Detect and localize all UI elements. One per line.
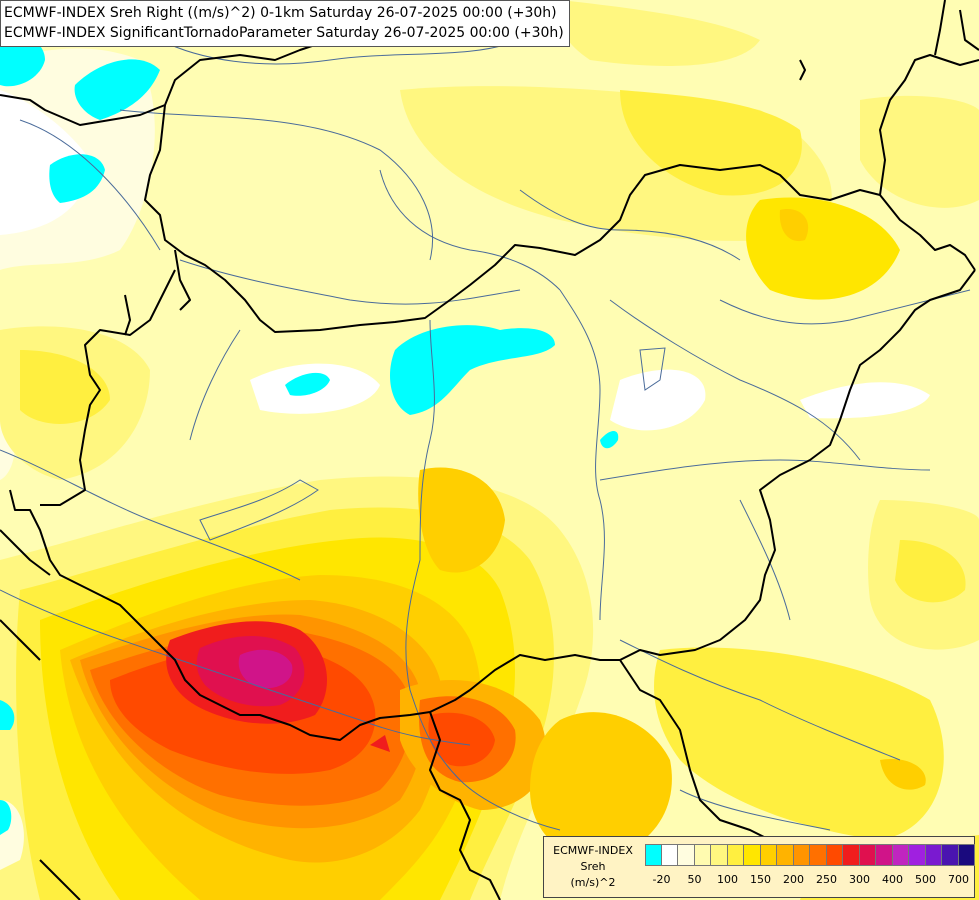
legend-tick-label: 100 [717,873,738,886]
legend-swatch [925,845,942,865]
legend-tick-label: 50 [687,873,702,886]
legend-swatch [760,845,777,865]
legend-swatch [694,845,711,865]
legend-swatch [711,845,728,865]
legend-label-block: ECMWF-INDEX Sreh (m/s)^2 [544,843,642,891]
legend-ticks: -20 50 100 150 200 250 300 400 500 700 [645,873,975,889]
legend-tick-label: 250 [816,873,837,886]
legend-tick-label: 150 [750,873,771,886]
legend-swatch [744,845,761,865]
legend-swatch [826,845,843,865]
legend-swatch [909,845,926,865]
legend-unit: (m/s)^2 [570,876,616,889]
legend-swatch [843,845,860,865]
legend-color-bar [645,844,975,866]
legend-swatch [892,845,909,865]
title-line-1: ECMWF-INDEX Sreh Right ((m/s)^2) 0-1km S… [4,5,557,21]
legend-swatch [661,845,678,865]
legend-swatch [727,845,744,865]
legend-swatch [777,845,794,865]
legend-tick-label: 400 [882,873,903,886]
legend-swatch [958,845,975,865]
legend-swatch [942,845,959,865]
rivers [0,39,971,831]
legend-tick-label: -20 [652,873,671,886]
map-title-box: ECMWF-INDEX Sreh Right ((m/s)^2) 0-1km S… [0,0,570,47]
legend-tick-label: 700 [948,873,969,886]
legend-tick-label: 200 [783,873,804,886]
high-shear-plume [0,467,672,900]
title-line-2: ECMWF-INDEX SignificantTornadoParameter … [4,25,564,41]
legend-swatch [876,845,893,865]
color-legend: ECMWF-INDEX Sreh (m/s)^2 -20 50 100 150 200 2… [543,836,975,898]
legend-swatch [859,845,876,865]
legend-variable: Sreh [580,860,606,873]
legend-source: ECMWF-INDEX [553,844,633,857]
legend-tick-label: 300 [849,873,870,886]
legend-swatch [645,845,662,865]
legend-swatch [810,845,827,865]
legend-swatch [678,845,695,865]
legend-tick-label: 500 [915,873,936,886]
legend-swatch [793,845,810,865]
